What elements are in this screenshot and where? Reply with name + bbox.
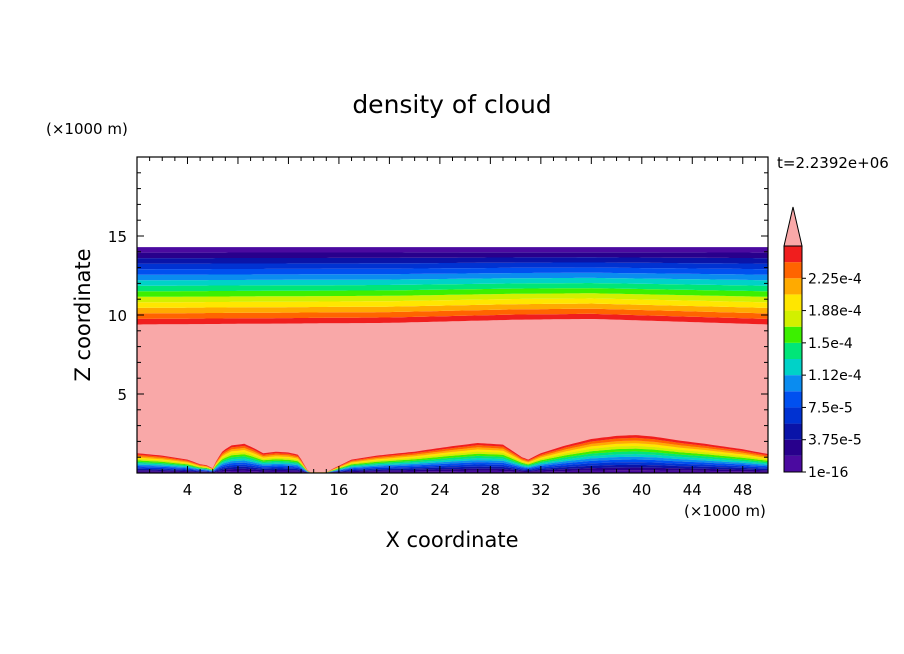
y-axis-label: Z coordinate <box>71 248 95 381</box>
y-tick-label: 5 <box>117 386 127 404</box>
upper-band-10 <box>137 262 768 270</box>
surface-band-13 <box>137 435 768 473</box>
upper-band-6 <box>137 283 768 292</box>
surface-band-2 <box>137 464 768 473</box>
upper-band-7 <box>137 277 768 286</box>
x-tick-label: 4 <box>183 481 193 499</box>
surface-band-6 <box>137 454 768 473</box>
colorbar-label: 1.5e-4 <box>808 336 853 352</box>
surface-band-7 <box>137 451 768 473</box>
upper-band-5 <box>137 288 768 297</box>
colorbar-label: 1.88e-4 <box>808 304 862 320</box>
x-tick-label: 28 <box>481 481 500 499</box>
x-tick-label: 24 <box>430 481 449 499</box>
colorbar-label: 3.75e-5 <box>808 433 862 449</box>
colorbar: 1e-16 3.75e-5 7.5e-5 1.12e-4 1.5e-4 1.88e-4 2.… <box>783 206 862 481</box>
x-tick-label: 44 <box>683 481 702 499</box>
y-unit-label: (×1000 m) <box>46 120 128 138</box>
x-tick-label: 16 <box>329 481 348 499</box>
upper-band-8 <box>137 272 768 281</box>
colorbar-swatch <box>784 407 802 424</box>
upper-band-1 <box>137 308 768 319</box>
x-tick-label: 48 <box>733 481 752 499</box>
colorbar-swatch <box>784 455 802 472</box>
colorbar-swatch <box>784 423 802 440</box>
x-tick-label: 32 <box>531 481 550 499</box>
upper-band-2 <box>137 303 768 314</box>
colorbar-swatch <box>784 439 802 456</box>
plot-area <box>137 157 768 473</box>
surface-band-3 <box>137 462 768 473</box>
surface-band-8 <box>137 448 768 473</box>
colorbar-label: 1.12e-4 <box>808 368 862 384</box>
surface-cloud-layer <box>137 435 768 473</box>
upper-band-12 <box>137 252 768 259</box>
x-tick-label: 20 <box>380 481 399 499</box>
surface-band-12 <box>137 437 768 473</box>
upper-cloud-layer <box>137 247 768 473</box>
surface-band-4 <box>137 459 768 473</box>
x-tick-label: 40 <box>632 481 651 499</box>
colorbar-swatch <box>784 294 802 311</box>
colorbar-swatch <box>784 326 802 343</box>
colorbar-frame <box>783 245 803 473</box>
colorbar-swatch <box>784 342 802 359</box>
y-tick-label: 10 <box>108 307 127 325</box>
upper-band-11 <box>137 257 768 264</box>
colorbar-swatch <box>784 278 802 295</box>
colorbar-swatch <box>784 246 802 263</box>
upper-band-0 <box>137 313 768 325</box>
colorbar-label: 2.25e-4 <box>808 271 862 287</box>
colorbar-label: 1e-16 <box>808 465 848 481</box>
x-axis: 4 8 12 16 20 24 28 32 36 40 44 48 <box>149 157 756 499</box>
surface-band-9 <box>137 445 768 473</box>
upper-band-4 <box>137 293 768 303</box>
y-axis: 5 10 15 <box>108 172 768 458</box>
colorbar-label: 7.5e-5 <box>808 400 853 416</box>
upper-band-9 <box>137 267 768 275</box>
colorbar-swatch <box>784 310 802 327</box>
surface-band-10 <box>137 443 768 473</box>
x-axis-label: X coordinate <box>385 528 518 552</box>
x-tick-label: 36 <box>582 481 601 499</box>
colorbar-swatch <box>784 391 802 408</box>
y-tick-label: 15 <box>108 228 127 246</box>
x-tick-label: 8 <box>233 481 243 499</box>
chart-title: density of cloud <box>352 90 551 119</box>
time-label: t=2.2392e+06 <box>777 154 889 172</box>
colorbar-swatch <box>784 359 802 376</box>
colorbar-extend-arrow <box>783 206 803 247</box>
surface-band-11 <box>137 440 768 473</box>
colorbar-swatch <box>784 262 802 279</box>
upper-band-3 <box>137 298 768 308</box>
x-tick-label: 12 <box>279 481 298 499</box>
surface-band-5 <box>137 456 768 473</box>
upper-band-13 <box>137 247 768 253</box>
colorbar-swatch <box>784 375 802 392</box>
x-unit-label: (×1000 m) <box>684 502 766 520</box>
over-range-fill <box>137 319 768 473</box>
